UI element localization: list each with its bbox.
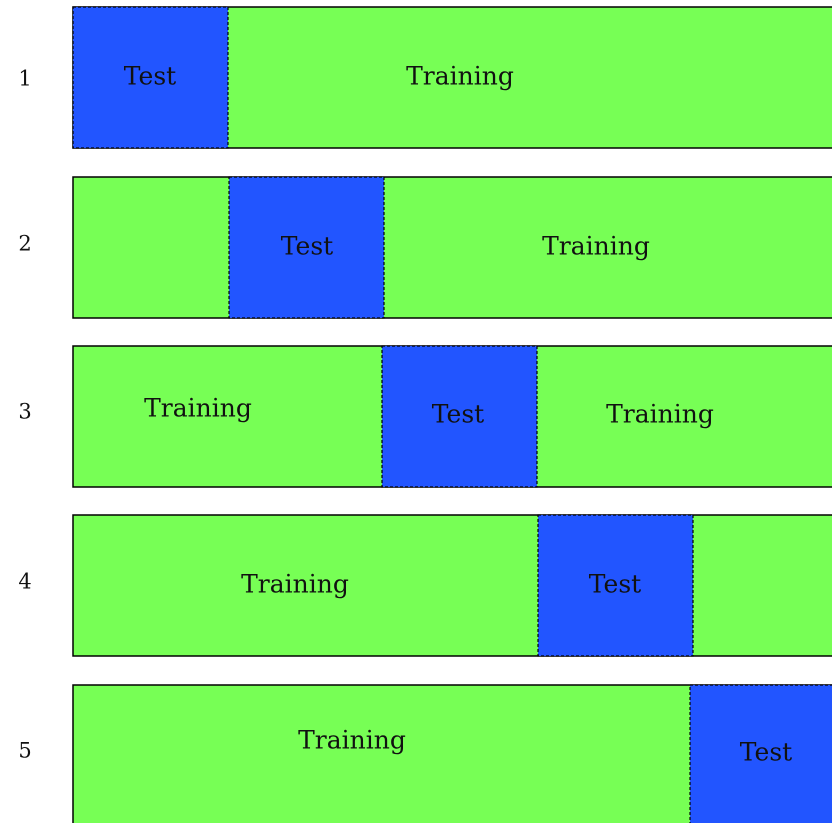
segment-label: Training [606,400,714,429]
segment-label: Training [406,62,514,91]
row-number: 4 [18,570,31,594]
segment-label: Training [542,232,650,261]
fold-row: 4 Training Test [18,514,832,657]
fold-row: 5 Training Test [18,684,832,823]
fold-row: 1 Test Training [18,6,832,149]
test-block [72,6,229,149]
test-block [381,345,538,488]
segment-label: Training [144,394,252,423]
row-number: 2 [18,232,31,256]
row-number: 1 [18,67,31,91]
fold-row: 2 Test Training [18,176,832,319]
training-block [72,176,832,319]
fold-row: 3 Training Test Training [18,345,832,488]
segment-label: Test [432,400,484,429]
segment-label: Training [241,570,349,599]
row-number: 3 [18,400,31,424]
segment-label: Test [281,232,333,261]
row-number: 5 [18,739,31,763]
training-block [72,514,832,657]
segment-label: Training [298,726,406,755]
segment-label: Test [589,570,641,599]
test-block [537,514,694,657]
test-block [689,684,832,823]
test-block [228,176,385,319]
segment-label: Test [124,62,176,91]
segment-label: Test [740,738,792,767]
